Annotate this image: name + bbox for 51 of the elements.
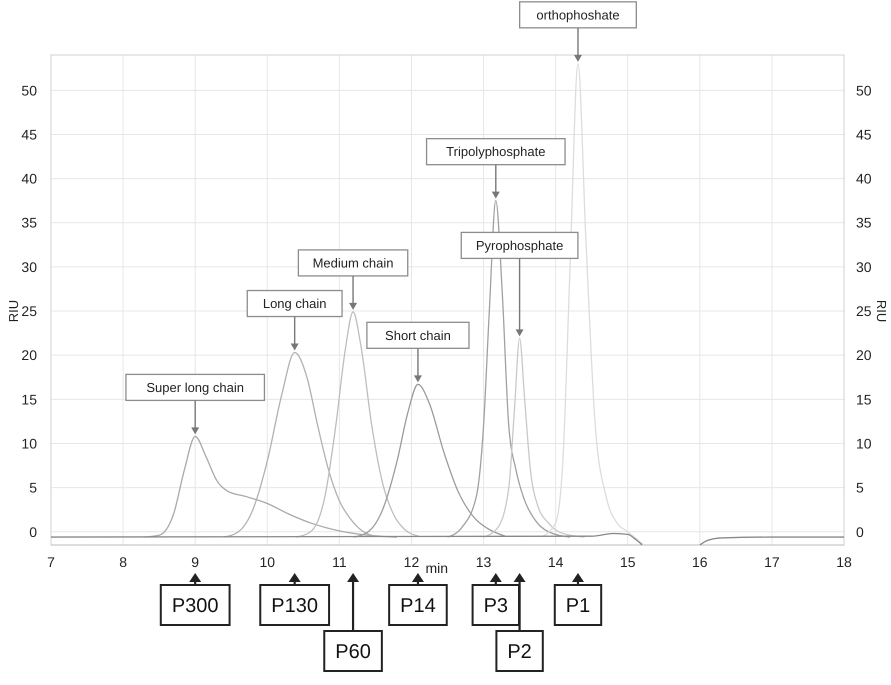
text: P130 — [271, 595, 318, 617]
y-tick-label: 25 — [21, 303, 38, 320]
annotation: Pyrophosphate — [476, 238, 564, 253]
y2-axis-title: RIU — [874, 300, 889, 322]
annotation: Short chain — [385, 328, 451, 343]
y-tick-label: 40 — [21, 170, 38, 187]
y-tick-label: 35 — [21, 214, 38, 231]
y2-tick-label: 0 — [856, 524, 864, 540]
annotation: Medium chain — [312, 255, 394, 270]
x-tick-label: 7 — [47, 554, 56, 570]
x-tick-label: 11 — [332, 554, 347, 570]
y2-tick-label: 5 — [856, 480, 864, 496]
text: P14 — [400, 595, 436, 617]
y2-tick-label: 30 — [856, 258, 872, 275]
text: P2 — [507, 641, 532, 663]
y-tick-label: 5 — [29, 480, 38, 496]
y2-tick-label: 25 — [856, 303, 872, 320]
x-tick-label: 12 — [404, 554, 420, 570]
x-axis-title: min — [425, 560, 448, 576]
y-tick-label: 30 — [21, 258, 38, 275]
y2-tick-label: 45 — [856, 126, 872, 142]
x-tick-label: 18 — [836, 554, 852, 570]
x-tick-label: 8 — [119, 554, 128, 570]
text: P60 — [335, 641, 371, 663]
x-tick-label: 9 — [191, 554, 200, 570]
x-tick-label: 14 — [548, 554, 564, 570]
y2-tick-label: 40 — [856, 170, 872, 187]
text: P3 — [484, 595, 508, 617]
x-tick-label: 16 — [692, 554, 708, 570]
x-tick-label: 15 — [620, 554, 636, 570]
x-tick-label: 17 — [764, 554, 780, 570]
annotation: Tripolyphosphate — [446, 144, 546, 160]
y2-tick-label: 20 — [856, 347, 872, 364]
annotation: Super long chain — [146, 380, 244, 395]
text: P300 — [172, 595, 219, 617]
y-tick-label: 50 — [21, 82, 38, 98]
y-tick-label: 20 — [21, 347, 38, 364]
x-tick-label: 13 — [476, 554, 492, 570]
y-tick-label: 15 — [21, 391, 38, 408]
y2-tick-label: 50 — [856, 82, 872, 98]
y-tick-label: 45 — [21, 126, 38, 142]
text: orthophoshate — [536, 7, 620, 22]
x-tick-label: 10 — [259, 554, 276, 570]
y2-tick-label: 10 — [856, 435, 872, 452]
annotation: Long chain — [262, 296, 326, 312]
y2-tick-label: 35 — [856, 214, 872, 231]
y2-tick-label: 15 — [856, 391, 872, 408]
text: P1 — [566, 595, 590, 617]
y-axis-title: RIU — [6, 300, 21, 322]
y-tick-label: 0 — [29, 524, 38, 540]
y-tick-label: 10 — [21, 435, 38, 452]
